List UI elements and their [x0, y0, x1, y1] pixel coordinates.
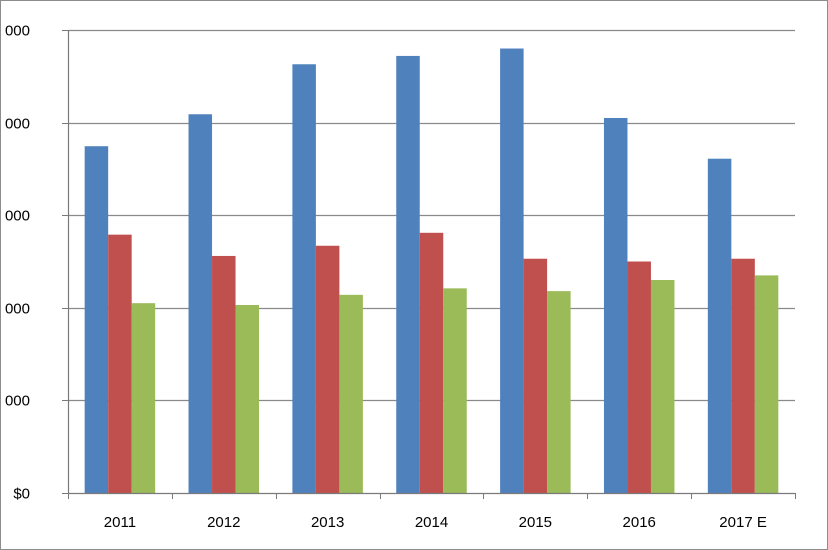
bar-series-1-2015	[500, 48, 524, 494]
x-tick-label: 2012	[207, 514, 240, 531]
bar-series-1-2012	[188, 114, 213, 494]
bar-series-3-2014	[443, 288, 467, 493]
bar-series-2-2012	[212, 255, 236, 493]
x-tick-label: 2015	[519, 514, 552, 531]
bar-series-3-2015	[547, 291, 571, 493]
bar-series-2-2014	[419, 232, 444, 493]
bar-series-2-2017-e	[731, 258, 755, 493]
bar-series-3-2016	[650, 280, 675, 493]
bar-series-2-2016	[627, 261, 651, 493]
bar-series-3-2012	[235, 305, 260, 493]
bar-series-2-2011	[108, 234, 132, 493]
x-tick-label: 2011	[104, 514, 136, 531]
y-tick-label: 000	[5, 23, 30, 40]
y-tick-label: $0	[13, 486, 30, 503]
y-tick-label: 000	[5, 116, 30, 133]
bar-series-1-2017-e	[707, 158, 732, 494]
bar-series-1-2014	[396, 55, 420, 493]
bar-series-2-2015	[523, 258, 548, 493]
x-tick-label: 2017 E	[719, 514, 767, 531]
bar-series-3-2011	[131, 303, 156, 493]
y-tick-label: 000	[5, 301, 30, 318]
y-tick-label: 000	[5, 208, 30, 225]
bar-series-3-2017-e	[754, 275, 779, 493]
x-tick-label: 2014	[415, 514, 448, 531]
y-tick-label: 000	[5, 393, 30, 410]
x-tick-label: 2016	[623, 514, 656, 531]
bar-series-1-2011	[84, 146, 109, 493]
x-tick-label: 2013	[311, 514, 344, 531]
bar-series-1-2013	[292, 64, 316, 494]
bar-series-3-2013	[339, 294, 363, 493]
bar-series-1-2016	[603, 117, 628, 493]
bar-series-2-2013	[315, 245, 340, 493]
